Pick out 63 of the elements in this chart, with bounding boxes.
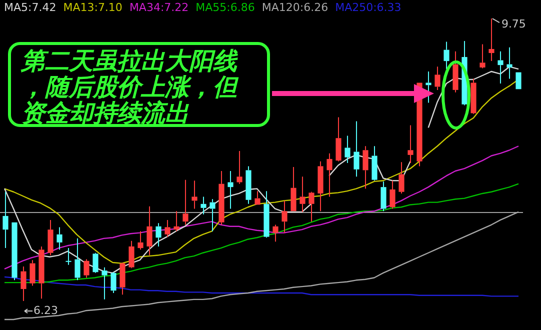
candlestick xyxy=(470,78,476,115)
candlestick xyxy=(182,179,188,226)
candlestick xyxy=(336,116,342,162)
text: 6.23 xyxy=(34,304,58,317)
candlestick xyxy=(272,224,278,242)
candlestick xyxy=(74,238,80,281)
candlestick xyxy=(290,166,296,212)
candlestick xyxy=(156,222,162,247)
candlestick xyxy=(2,191,8,249)
text: MA120:6.26 xyxy=(262,1,328,14)
candlestick xyxy=(344,135,350,164)
candlestick xyxy=(228,170,234,210)
candlestick xyxy=(372,146,378,182)
candlestick xyxy=(498,50,504,84)
candlestick xyxy=(192,180,198,210)
candlestick xyxy=(38,246,44,300)
candlestick xyxy=(452,50,458,93)
candlestick xyxy=(66,248,72,266)
candlestick xyxy=(308,191,314,222)
candlestick xyxy=(398,162,404,194)
candlestick xyxy=(218,170,224,226)
candlestick xyxy=(426,70,432,104)
candlestick xyxy=(110,272,116,294)
candlestick xyxy=(236,150,242,184)
text: MA34:7.22 xyxy=(129,1,189,14)
candlestick xyxy=(174,210,180,232)
candlestick xyxy=(164,219,170,238)
candlestick xyxy=(138,230,144,250)
candlestick xyxy=(200,196,206,215)
text: MA13:7.10 xyxy=(63,1,122,14)
candlestick xyxy=(390,180,396,210)
candlestick xyxy=(56,226,62,250)
candlestick xyxy=(380,180,386,212)
candlestick xyxy=(146,206,152,256)
candlestick xyxy=(300,176,306,212)
candlestick xyxy=(444,41,450,70)
candlestick xyxy=(120,262,126,296)
candlestick xyxy=(480,44,486,69)
annotation: 9.75 xyxy=(501,17,526,30)
candlestick xyxy=(506,46,512,80)
candlestick xyxy=(48,219,54,256)
candlestick xyxy=(318,160,324,212)
candlestick xyxy=(488,18,494,62)
candlestick xyxy=(246,166,252,204)
candlestick xyxy=(254,190,260,205)
candlestick xyxy=(408,124,414,164)
candlestick xyxy=(210,198,216,232)
candlestick xyxy=(92,252,98,274)
text: MA250:6.33 xyxy=(335,1,402,14)
text: MA55:6.86 xyxy=(196,1,255,14)
candlestick xyxy=(326,152,332,198)
candlestick xyxy=(30,260,36,286)
candlestick xyxy=(264,190,270,238)
candlestick xyxy=(20,266,26,302)
annotation: 第二天虽拉出大阳线，随后股价上涨，但资金却持续流出 xyxy=(8,42,270,127)
candlestick xyxy=(102,266,108,300)
candlestick xyxy=(84,258,90,278)
candlestick xyxy=(362,146,368,190)
candlestick xyxy=(282,200,288,234)
candlestick xyxy=(434,66,440,90)
candlestick xyxy=(128,240,134,269)
candlestick xyxy=(354,120,360,178)
text: MA5:7.42 xyxy=(4,1,56,14)
